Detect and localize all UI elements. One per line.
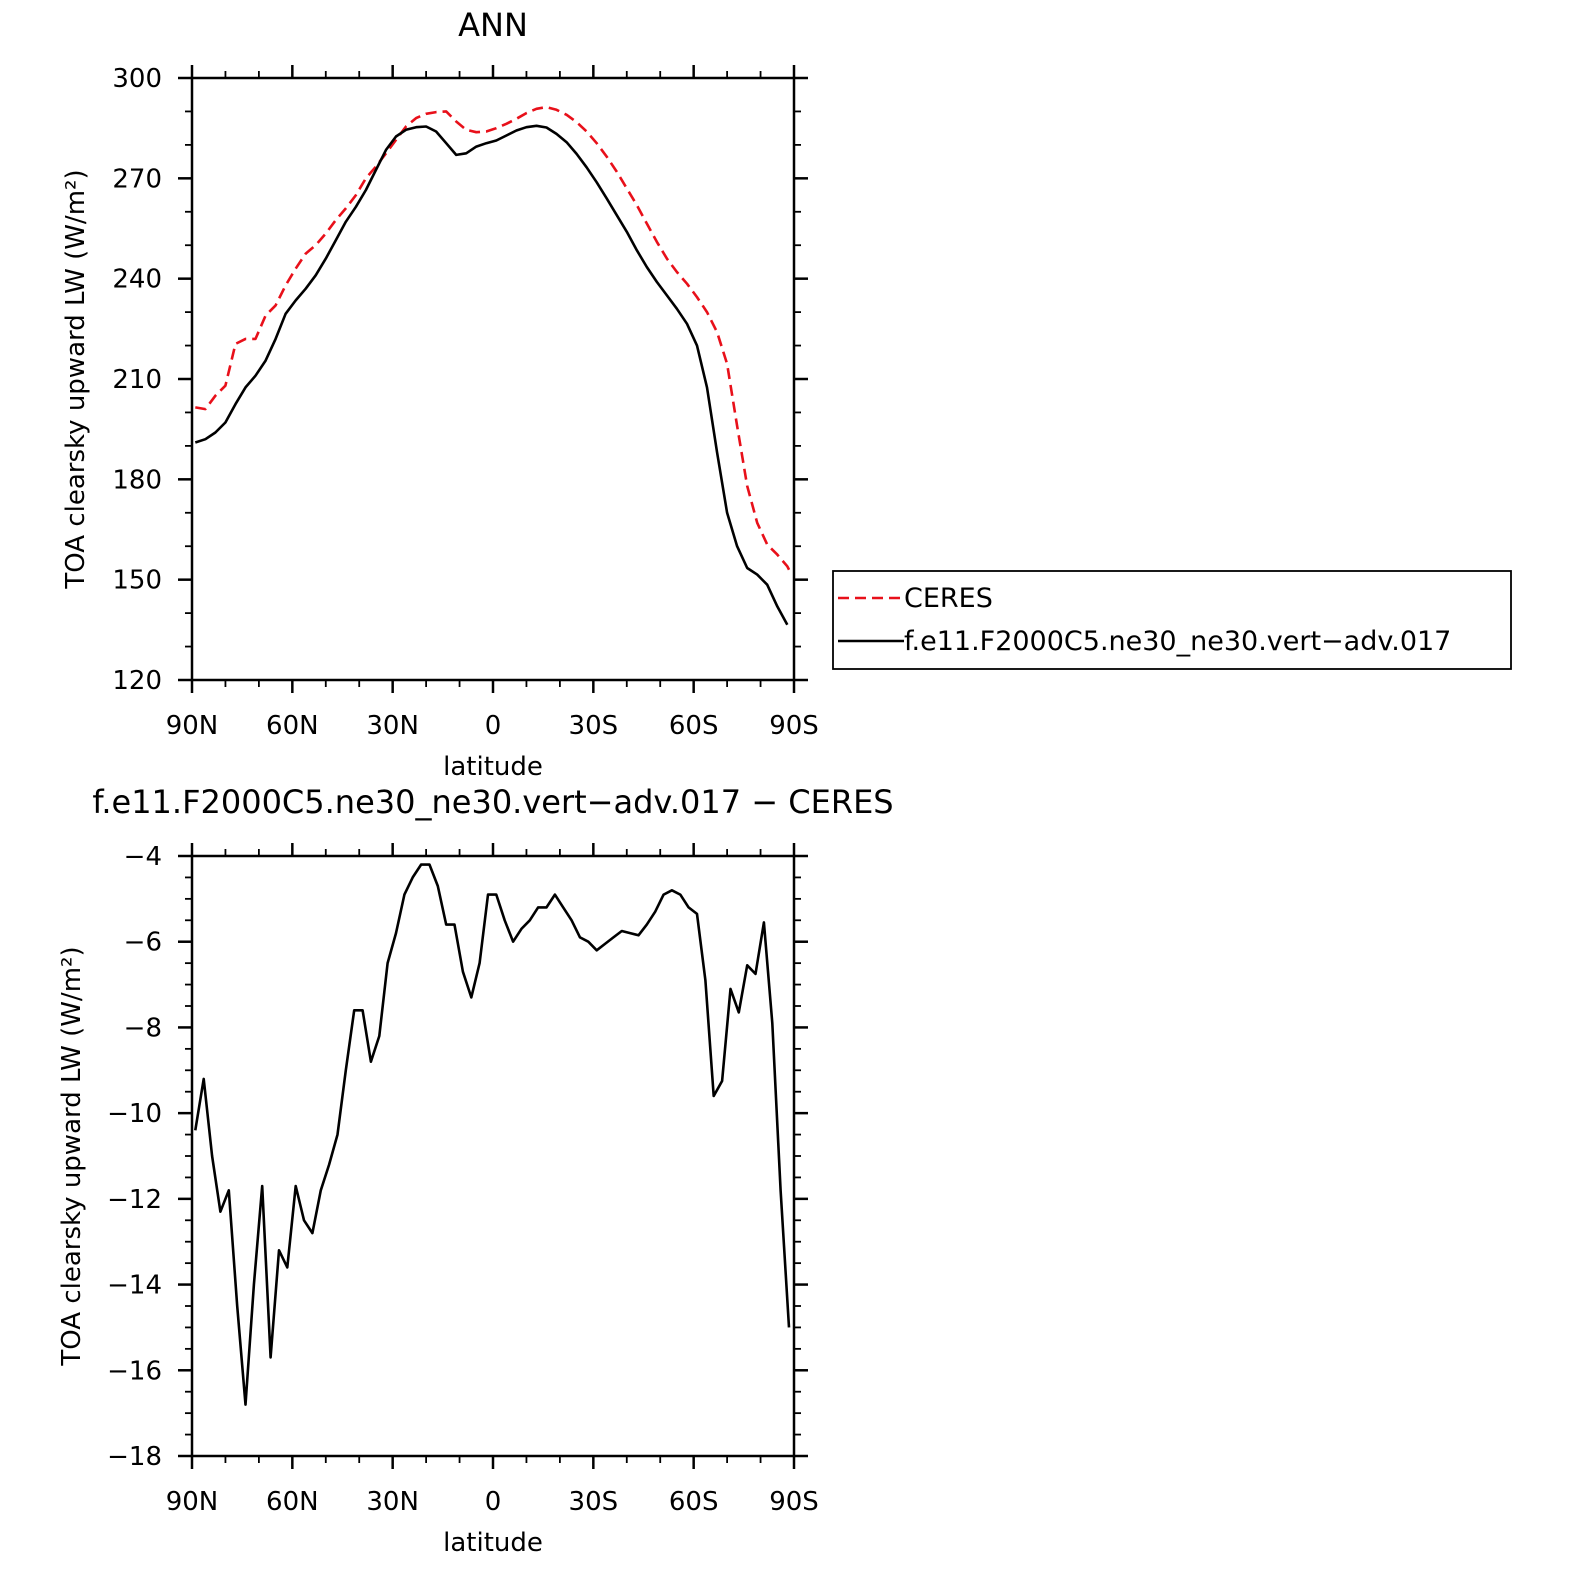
y-axis-label: TOA clearsky upward LW (W/m²) (61, 169, 91, 589)
y-tick-label: −18 (107, 1442, 162, 1472)
x-tick-label: 0 (485, 711, 502, 741)
y-tick-label: −4 (124, 842, 162, 872)
x-tick-label: 0 (485, 1487, 502, 1517)
y-tick-label: −8 (124, 1013, 162, 1043)
plot-frame (190, 76, 796, 682)
x-tick-label: 90S (769, 1487, 819, 1517)
x-tick-label: 90S (769, 711, 819, 741)
chart-title: f.e11.F2000C5.ne30_ne30.vert−adv.017 − C… (92, 783, 893, 821)
x-tick-label: 30N (366, 1487, 419, 1517)
y-tick-label: 210 (112, 365, 162, 395)
chart-zonal-mean: ANN TOA clearsky upward LW (W/m²) latitu… (61, 6, 1512, 782)
y-tick-label: 120 (112, 666, 162, 696)
y-tick-label: 240 (112, 265, 162, 295)
series-line-ceres (195, 105, 792, 574)
x-axis-label: latitude (443, 1528, 543, 1558)
legend-label-model: f.e11.F2000C5.ne30_ne30.vert−adv.017 (904, 626, 1451, 657)
y-tick-label: −10 (107, 1099, 162, 1129)
x-axis-label: latitude (443, 752, 543, 782)
y-tick-label: −14 (107, 1271, 162, 1301)
legend: CERES f.e11.F2000C5.ne30_ne30.vert−adv.0… (832, 570, 1512, 670)
y-axis-label: TOA clearsky upward LW (W/m²) (57, 946, 87, 1366)
chart-difference: f.e11.F2000C5.ne30_ne30.vert−adv.017 − C… (57, 783, 894, 1558)
y-tick-label: −6 (124, 928, 162, 958)
chart-title: ANN (458, 6, 528, 44)
x-tick-label: 60S (669, 711, 719, 741)
plot-frame (190, 854, 796, 1458)
series-line-model (194, 124, 789, 626)
y-tick-label: 150 (112, 566, 162, 596)
x-tick-label: 30S (569, 711, 619, 741)
legend-label-ceres: CERES (904, 583, 993, 614)
y-tick-label: 270 (112, 164, 162, 194)
x-tick-label: 60S (669, 1487, 719, 1517)
y-tick-label: −16 (107, 1356, 162, 1386)
x-tick-label: 90N (166, 1487, 219, 1517)
y-tick-label: −12 (107, 1185, 162, 1215)
legend-box (832, 570, 1512, 670)
series-line-difference (194, 863, 791, 1406)
x-tick-label: 60N (266, 1487, 319, 1517)
y-tick-label: 180 (112, 465, 162, 495)
x-tick-label: 90N (166, 711, 219, 741)
x-tick-label: 30S (569, 1487, 619, 1517)
y-tick-label: 300 (112, 64, 162, 94)
x-tick-label: 30N (366, 711, 419, 741)
x-tick-label: 60N (266, 711, 319, 741)
